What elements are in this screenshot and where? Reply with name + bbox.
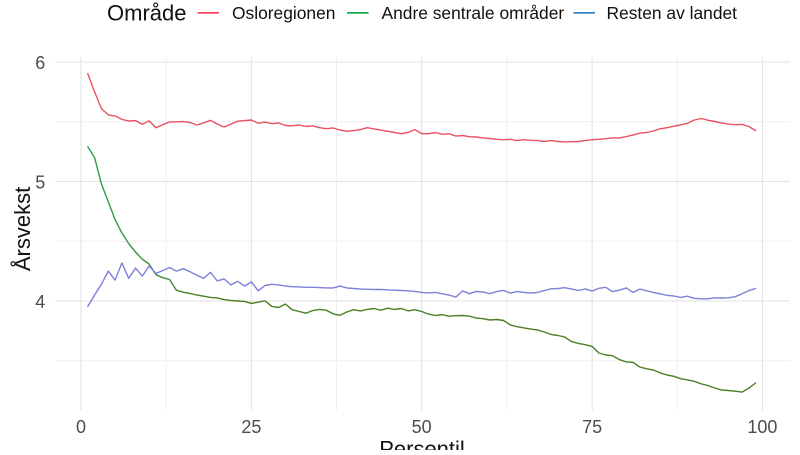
svg-text:75: 75 xyxy=(582,417,602,437)
svg-text:6: 6 xyxy=(35,53,45,73)
svg-text:Årsvekst: Årsvekst xyxy=(10,187,35,271)
svg-text:50: 50 xyxy=(412,417,432,437)
svg-text:Område: Område xyxy=(107,1,186,26)
svg-text:25: 25 xyxy=(241,417,261,437)
svg-text:Osloregionen: Osloregionen xyxy=(232,3,335,23)
svg-text:4: 4 xyxy=(35,292,45,312)
svg-text:Resten av landet: Resten av landet xyxy=(607,3,738,23)
svg-text:5: 5 xyxy=(35,173,45,193)
svg-text:Andre sentrale områder: Andre sentrale områder xyxy=(382,3,565,23)
svg-text:100: 100 xyxy=(747,417,777,437)
svg-text:0: 0 xyxy=(76,417,86,437)
svg-text:Persentil: Persentil xyxy=(379,437,465,451)
